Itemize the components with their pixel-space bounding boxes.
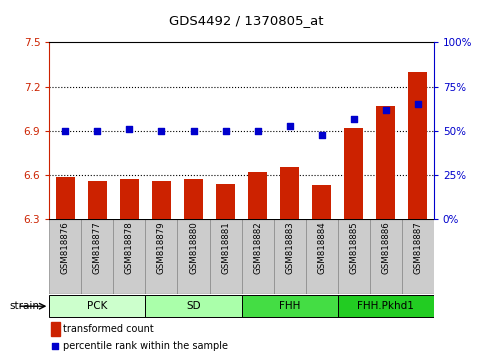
Point bbox=[125, 126, 133, 132]
Bar bbox=[370, 219, 402, 294]
Bar bbox=[81, 219, 113, 294]
Point bbox=[51, 343, 59, 349]
Text: strain: strain bbox=[10, 301, 40, 311]
Bar bbox=[338, 295, 434, 318]
Text: GSM818884: GSM818884 bbox=[317, 222, 326, 274]
Bar bbox=[49, 219, 81, 294]
Bar bbox=[274, 219, 306, 294]
Bar bbox=[145, 295, 242, 318]
Point bbox=[382, 107, 389, 113]
Bar bbox=[210, 219, 242, 294]
Point bbox=[350, 116, 357, 121]
Bar bbox=[145, 219, 177, 294]
Bar bbox=[280, 167, 299, 219]
Text: GSM818876: GSM818876 bbox=[61, 222, 70, 274]
Text: SD: SD bbox=[186, 301, 201, 311]
Text: transformed count: transformed count bbox=[63, 324, 153, 334]
Bar bbox=[177, 219, 210, 294]
Text: GSM818879: GSM818879 bbox=[157, 222, 166, 274]
Point bbox=[317, 132, 325, 137]
Bar bbox=[120, 179, 139, 219]
Text: GSM818883: GSM818883 bbox=[285, 222, 294, 274]
Text: GSM818881: GSM818881 bbox=[221, 222, 230, 274]
Point bbox=[221, 128, 229, 134]
Text: GSM818878: GSM818878 bbox=[125, 222, 134, 274]
Text: GSM818877: GSM818877 bbox=[93, 222, 102, 274]
Bar bbox=[338, 219, 370, 294]
Bar bbox=[49, 295, 145, 318]
Bar bbox=[184, 179, 203, 219]
Point bbox=[157, 128, 165, 134]
Bar bbox=[312, 185, 331, 219]
Text: GSM818886: GSM818886 bbox=[381, 222, 390, 274]
Text: GSM818885: GSM818885 bbox=[349, 222, 358, 274]
Text: GSM818887: GSM818887 bbox=[413, 222, 423, 274]
Point bbox=[94, 128, 102, 134]
Text: PCK: PCK bbox=[87, 301, 107, 311]
Bar bbox=[113, 219, 145, 294]
Bar bbox=[152, 181, 171, 219]
Bar bbox=[216, 184, 235, 219]
Bar bbox=[248, 172, 267, 219]
Bar bbox=[344, 128, 363, 219]
Text: FHH.Pkhd1: FHH.Pkhd1 bbox=[357, 301, 414, 311]
Text: GDS4492 / 1370805_at: GDS4492 / 1370805_at bbox=[169, 14, 324, 27]
Bar bbox=[56, 177, 75, 219]
Text: FHH: FHH bbox=[279, 301, 300, 311]
Point bbox=[286, 123, 294, 129]
Bar bbox=[402, 219, 434, 294]
Point bbox=[253, 128, 261, 134]
Bar bbox=[376, 106, 395, 219]
Point bbox=[189, 128, 197, 134]
Point bbox=[61, 128, 69, 134]
Bar bbox=[242, 219, 274, 294]
Bar bbox=[242, 295, 338, 318]
Point bbox=[414, 102, 422, 107]
Bar bbox=[88, 181, 107, 219]
Bar bbox=[306, 219, 338, 294]
Text: GSM818882: GSM818882 bbox=[253, 222, 262, 274]
Bar bbox=[408, 72, 427, 219]
Bar bbox=[51, 322, 60, 336]
Text: percentile rank within the sample: percentile rank within the sample bbox=[63, 341, 228, 351]
Text: GSM818880: GSM818880 bbox=[189, 222, 198, 274]
